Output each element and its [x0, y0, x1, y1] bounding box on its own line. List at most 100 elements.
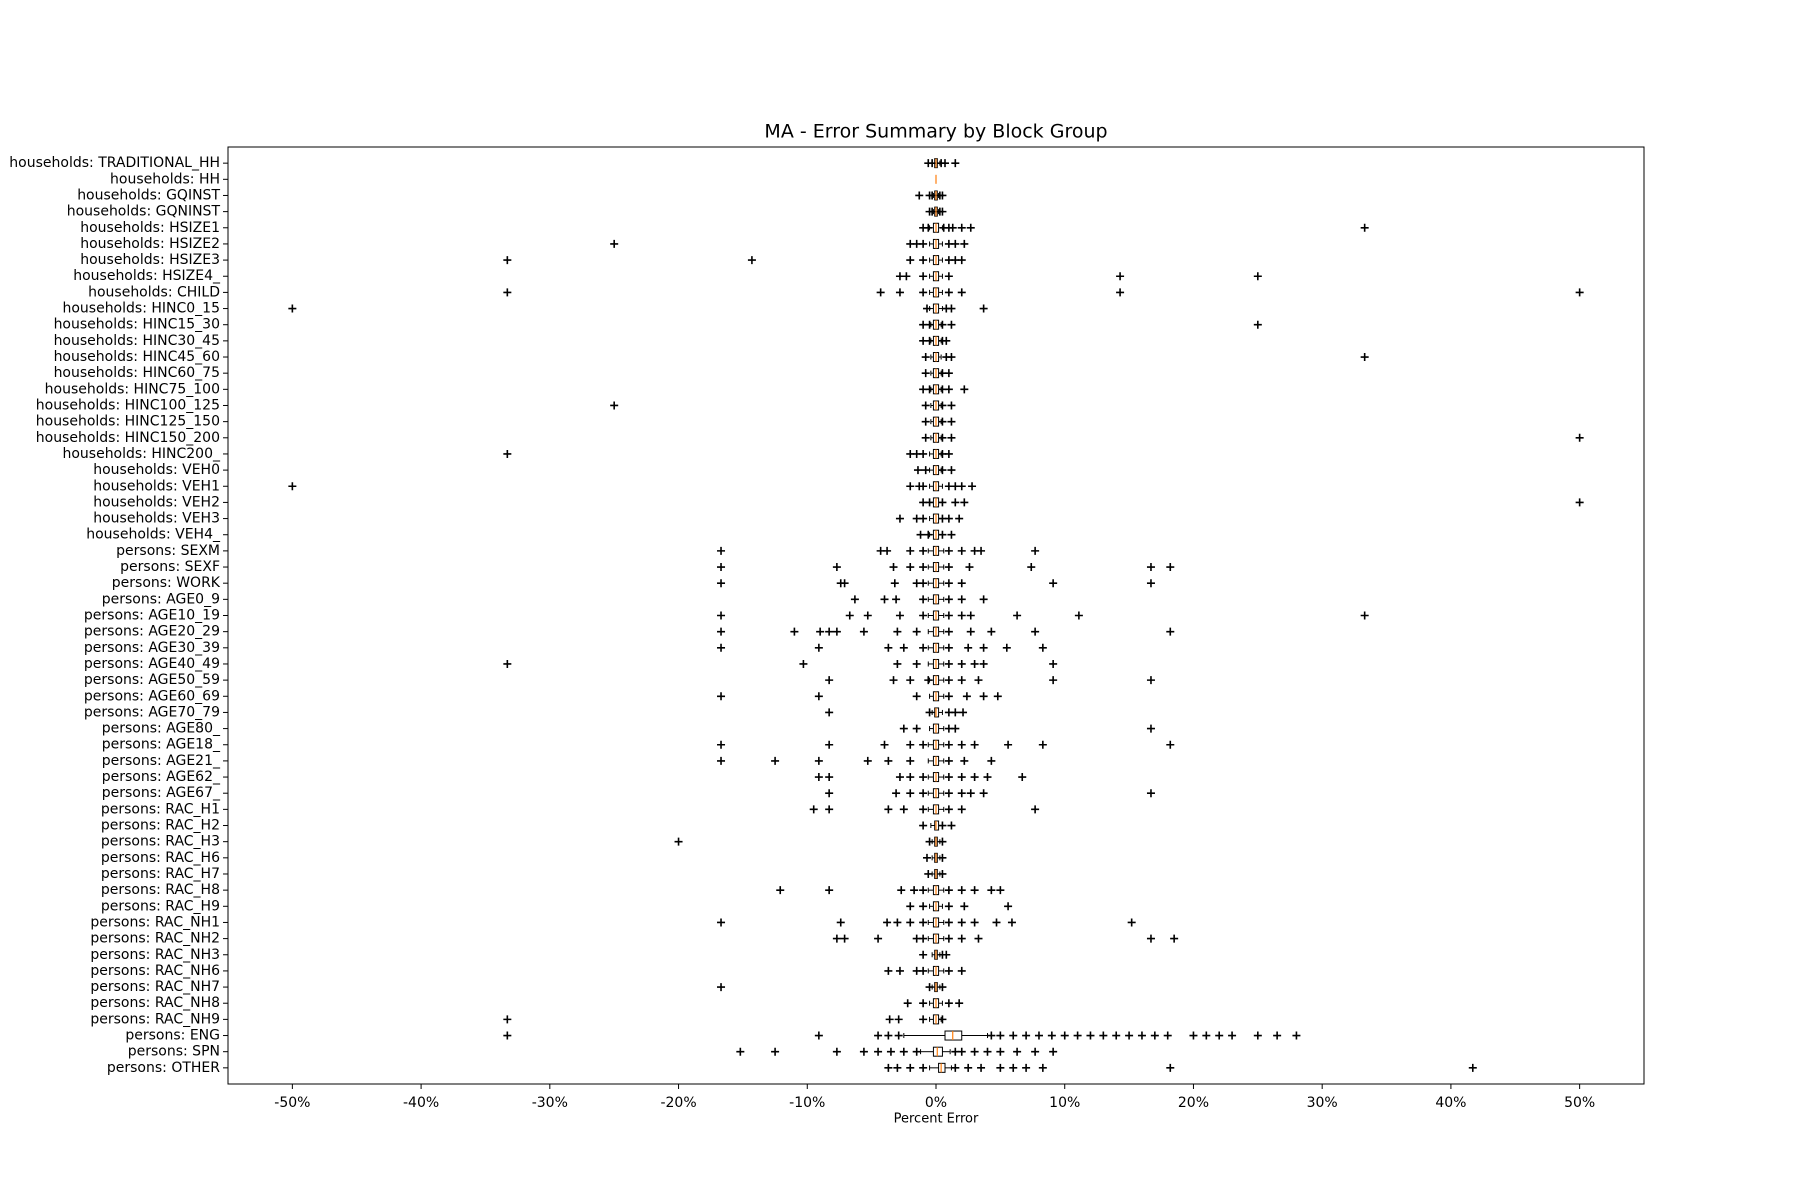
outlier	[919, 256, 928, 265]
outlier	[1027, 563, 1036, 572]
outlier	[859, 627, 868, 636]
outlier	[921, 353, 930, 362]
outlier	[1049, 1047, 1058, 1056]
outlier	[503, 1031, 512, 1040]
outlier	[771, 1047, 780, 1056]
outlier	[1031, 1047, 1040, 1056]
outlier	[938, 1015, 947, 1024]
outlier	[919, 546, 928, 555]
y-tick-label: households: HINC30_45	[54, 333, 220, 349]
outlier	[717, 756, 726, 765]
outlier	[863, 611, 872, 620]
outlier	[957, 918, 966, 927]
outlier	[889, 563, 898, 572]
outlier	[1137, 1031, 1146, 1040]
outlier	[951, 239, 960, 248]
outlier	[944, 288, 953, 297]
outlier	[938, 837, 947, 846]
outlier	[974, 934, 983, 943]
outlier	[966, 223, 975, 232]
outlier	[944, 966, 953, 975]
outlier	[951, 498, 960, 507]
outlier	[832, 563, 841, 572]
outlier	[912, 1047, 921, 1056]
outlier	[717, 918, 726, 927]
outlier	[1013, 1047, 1022, 1056]
outlier	[957, 1047, 966, 1056]
outlier	[1360, 353, 1369, 362]
outlier	[1253, 320, 1262, 329]
outlier	[957, 579, 966, 588]
outlier	[947, 320, 956, 329]
outlier	[955, 514, 964, 523]
outlier	[944, 934, 953, 943]
outlier	[938, 191, 947, 200]
outlier	[816, 627, 825, 636]
outlier	[1215, 1031, 1224, 1040]
outlier	[919, 950, 928, 959]
outlier	[1127, 918, 1136, 927]
outlier	[947, 401, 956, 410]
outlier	[919, 482, 928, 491]
outlier	[776, 886, 785, 895]
outlier	[895, 966, 904, 975]
outlier	[957, 773, 966, 782]
outlier	[924, 869, 933, 878]
outlier	[919, 239, 928, 248]
y-tick-label: persons: RAC_H9	[101, 898, 220, 914]
outlier	[925, 336, 934, 345]
outlier	[938, 417, 947, 426]
outlier	[1166, 1063, 1175, 1072]
outlier	[893, 918, 902, 927]
y-tick-label: persons: RAC_H1	[101, 801, 220, 817]
outlier	[944, 385, 953, 394]
outlier	[799, 659, 808, 668]
outlier	[288, 304, 297, 313]
outlier	[944, 563, 953, 572]
outlier	[941, 159, 950, 168]
y-tick-label: households: HINC150_200	[36, 430, 220, 446]
outlier	[1146, 579, 1155, 588]
outlier	[919, 999, 928, 1008]
y-tick-label: households: HINC125_150	[36, 414, 220, 430]
y-tick-label: persons: AGE60_69	[84, 688, 220, 704]
outlier	[906, 676, 915, 685]
y-tick-label: persons: AGE70_79	[84, 704, 220, 720]
outlier	[968, 482, 977, 491]
y-tick-label: households: HSIZE4_	[73, 268, 221, 284]
outlier	[944, 611, 953, 620]
outlier	[1073, 1031, 1082, 1040]
outlier	[979, 304, 988, 313]
outlier	[1031, 546, 1040, 555]
outlier	[944, 643, 953, 652]
outlier	[876, 288, 885, 297]
outlier	[840, 579, 849, 588]
outlier	[874, 934, 883, 943]
outlier	[960, 385, 969, 394]
outlier	[736, 1047, 745, 1056]
outlier	[825, 886, 834, 895]
outlier	[717, 692, 726, 701]
outlier	[889, 676, 898, 685]
y-tick-label: persons: AGE18_	[102, 737, 221, 753]
outlier	[1253, 272, 1262, 281]
outlier	[884, 1031, 893, 1040]
outlier	[1468, 1063, 1477, 1072]
outlier	[944, 627, 953, 636]
outlier	[919, 514, 928, 523]
outlier	[919, 595, 928, 604]
outlier	[1575, 288, 1584, 297]
outlier	[942, 336, 951, 345]
outlier	[977, 1063, 986, 1072]
x-tick-label: -10%	[789, 1095, 825, 1111]
outlier	[836, 918, 845, 927]
y-tick-label: households: GQINST	[77, 187, 220, 203]
outlier	[863, 756, 872, 765]
outlier	[840, 934, 849, 943]
outlier	[928, 191, 937, 200]
outlier	[1146, 789, 1155, 798]
y-tick-label: households: HH	[110, 171, 220, 187]
box	[932, 1046, 943, 1057]
outlier	[951, 159, 960, 168]
outlier	[944, 272, 953, 281]
